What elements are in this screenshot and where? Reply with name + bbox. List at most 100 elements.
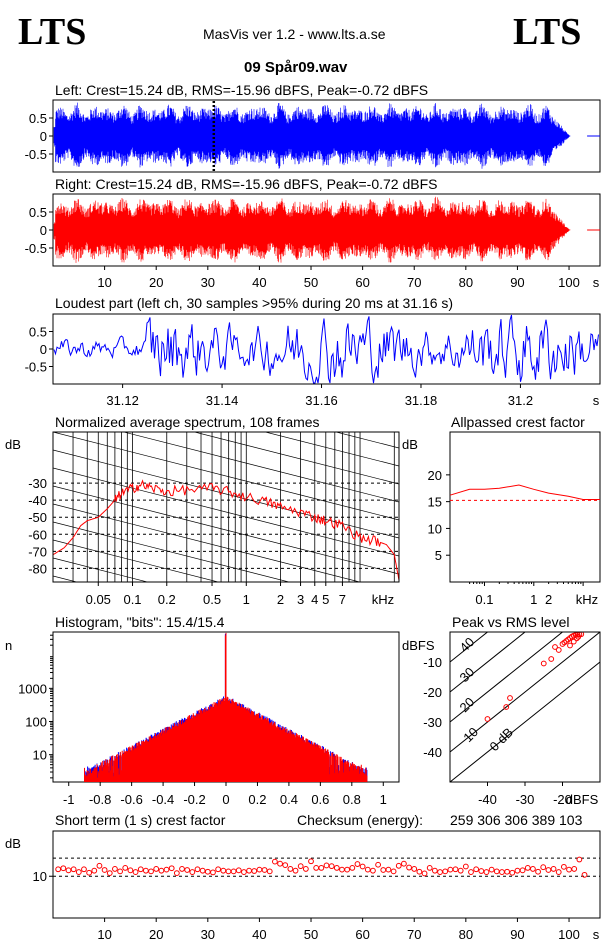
short-crest-point — [277, 860, 283, 867]
short-crest-ylabel: dB — [5, 836, 21, 851]
spectrum-xtick-label: 0.2 — [158, 592, 176, 607]
short-crest-point — [375, 861, 382, 868]
short-crest-point — [65, 867, 72, 874]
spectrum-grid — [53, 288, 399, 582]
loudest-part-ytick-label: 0.5 — [29, 325, 47, 340]
histogram-xtick-label: 0.2 — [248, 792, 266, 807]
allpassed-crest-title: Allpassed crest factor — [451, 414, 585, 430]
peak-rms-point — [552, 644, 558, 650]
short-crest-point — [359, 863, 366, 870]
short-crest-point — [86, 869, 93, 876]
short-crest-point — [493, 868, 500, 875]
left-waveform-ytick-label: 0.5 — [29, 111, 47, 126]
peak-rms-point — [575, 633, 582, 640]
peak-rms-ytick-label: -30 — [423, 715, 442, 730]
short-crest-point — [540, 864, 547, 871]
short-crest-xtick-label: 30 — [201, 927, 215, 942]
spectrum-slope-line — [53, 557, 149, 582]
short-crest-point — [137, 866, 144, 873]
short-crest-point — [452, 866, 459, 873]
loudest-part-xtick-label: 31.14 — [206, 393, 239, 408]
short-crest-xtick-label: 20 — [149, 927, 163, 942]
peak-rms-xlabel: dBFS — [566, 792, 599, 807]
peak-rms-ytick-label: -20 — [423, 685, 442, 700]
right-waveform-xtick-label: 90 — [510, 275, 524, 290]
short-crest-point — [261, 867, 268, 873]
short-crest-point — [437, 869, 443, 875]
short-crest-xtick-label: 40 — [252, 927, 266, 942]
right-waveform-xtick-label: 50 — [304, 275, 318, 290]
short-crest-point — [323, 862, 330, 869]
short-crest-point — [163, 866, 170, 873]
short-crest-point — [524, 864, 531, 871]
short-crest-point — [581, 871, 588, 878]
right-waveform-xtick-label: 60 — [355, 275, 369, 290]
peak-rms-point — [567, 642, 573, 649]
short-crest-point — [168, 865, 175, 872]
short-crest-xtick-label: 100 — [558, 927, 580, 942]
histogram-xtick-label: -0.2 — [183, 792, 205, 807]
short-crest-xtick-label: 10 — [97, 927, 111, 942]
short-crest-point — [406, 864, 412, 871]
right-waveform-xunit: s — [593, 275, 600, 290]
allpassed-ytick-label: 5 — [435, 548, 442, 563]
short-crest-point — [127, 867, 134, 874]
loudest-part-xunit: s — [593, 393, 600, 408]
short-crest-point — [235, 867, 242, 874]
right-waveform-xtick-label: 70 — [407, 275, 421, 290]
spectrum-slope-line — [53, 503, 362, 582]
spectrum-slope-line — [193, 432, 399, 485]
histogram-right-bars — [84, 632, 368, 782]
allpassed-xtick-label: 2 — [545, 592, 552, 607]
histogram-ytick-label: 100 — [25, 715, 47, 730]
short-crest-point — [442, 868, 449, 875]
allpassed-ytick-label: 15 — [428, 495, 442, 510]
short-crest-point — [287, 866, 294, 872]
peak-rms-title: Peak vs RMS level — [452, 614, 570, 630]
short-crest-point — [519, 867, 526, 874]
short-term-crest-title: Short term (1 s) crest factor — [55, 812, 226, 828]
spectrum-slope-line — [53, 288, 399, 376]
loudest-part-ytick-label: -0.5 — [25, 360, 47, 375]
loudest-part-xtick-label: 31.2 — [508, 393, 533, 408]
loudest-part-ytick-label: 0 — [40, 342, 47, 357]
short-crest-xunit: s — [593, 927, 600, 942]
short-crest-xtick-label: 70 — [407, 927, 421, 942]
checksum-label: Checksum (energy): — [297, 812, 424, 828]
short-crest-point — [401, 860, 407, 867]
histogram-xtick-label: -0.8 — [89, 792, 111, 807]
short-crest-point — [349, 864, 356, 871]
short-crest-point — [210, 869, 216, 876]
peak-rms-point — [570, 638, 577, 645]
allpassed-frame — [449, 431, 601, 583]
allpassed-xtick-label: 0.1 — [475, 592, 493, 607]
short-crest-point — [339, 866, 345, 873]
peak-rms-xtick-label: -40 — [478, 792, 497, 807]
short-crest-point — [566, 866, 572, 873]
peak-rms-point — [548, 656, 555, 662]
app-title: MasVis ver 1.2 - www.lts.a.se — [203, 26, 386, 42]
spectrum-xtick-label: 0.05 — [86, 592, 111, 607]
short-crest-point — [148, 868, 154, 875]
short-crest-point — [302, 866, 309, 872]
short-crest-point — [457, 867, 464, 874]
peak-rms-point — [507, 695, 513, 701]
right-waveform-title: Right: Crest=15.24 dB, RMS=-15.96 dBFS, … — [55, 176, 438, 192]
histogram-xtick-label: -1 — [63, 792, 75, 807]
right-waveform-xtick-label: 30 — [201, 275, 215, 290]
spectrum-slope-line — [53, 539, 220, 582]
short-crest-point — [333, 864, 340, 871]
logo-left: LTS — [18, 11, 87, 53]
short-crest-xtick-label: 90 — [510, 927, 524, 942]
logo-right: LTS — [513, 11, 582, 53]
short-crest-point — [478, 868, 485, 874]
short-crest-point — [535, 868, 541, 875]
short-crest-point — [256, 866, 263, 873]
short-crest-point — [364, 866, 371, 873]
peak-rms-diagonal — [450, 632, 526, 693]
peak-rms-point — [484, 716, 491, 722]
short-crest-point — [447, 866, 454, 873]
short-crest-point — [158, 867, 165, 874]
short-crest-point — [370, 867, 376, 874]
histogram-title: Histogram, "bits": 15.4/15.4 — [55, 614, 225, 630]
